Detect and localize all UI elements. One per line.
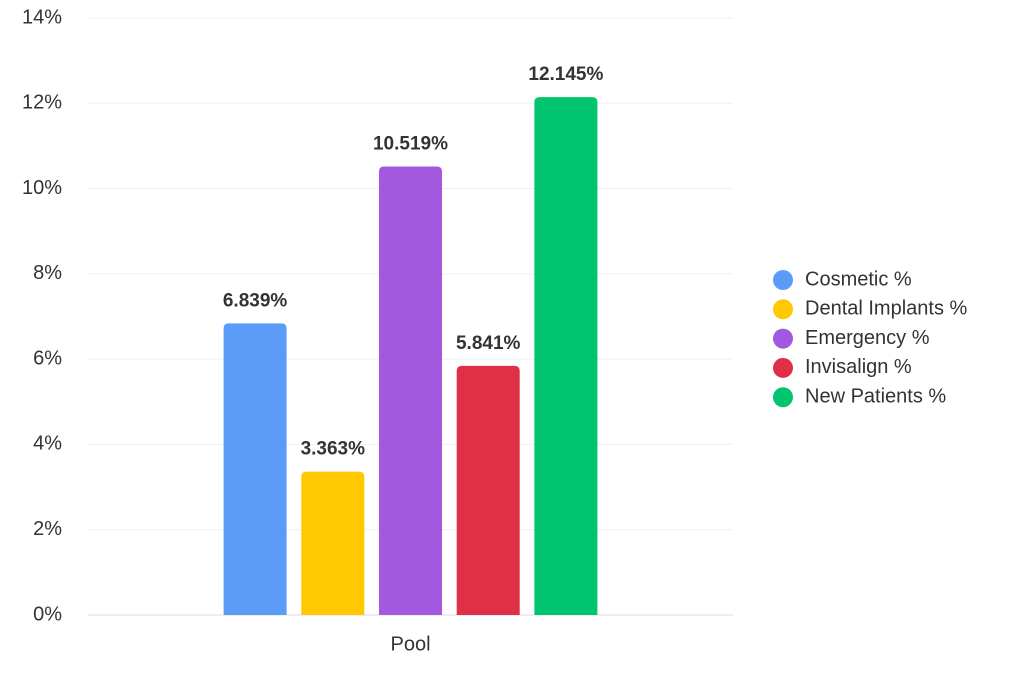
y-tick-label: 10%	[22, 177, 62, 199]
y-tick-label: 14%	[22, 6, 62, 28]
value-label: 12.145%	[528, 64, 603, 85]
legend-label: Cosmetic %	[805, 268, 912, 290]
bar	[456, 365, 520, 615]
y-tick-label: 8%	[33, 262, 62, 284]
y-tick-label: 4%	[33, 433, 62, 455]
x-tick-label: Pool	[390, 633, 430, 655]
legend-marker	[773, 387, 793, 408]
legend-label: Emergency %	[805, 327, 930, 349]
y-tick-label: 0%	[33, 603, 62, 625]
bar	[301, 471, 365, 615]
y-tick-label: 6%	[33, 347, 62, 369]
legend-marker	[773, 328, 793, 349]
y-tick-label: 12%	[22, 92, 62, 114]
y-tick-label: 2%	[33, 518, 62, 540]
bar	[379, 166, 442, 615]
legend-label: New Patients %	[805, 385, 946, 407]
bar	[534, 97, 598, 616]
legend-label: Dental Implants %	[805, 298, 968, 320]
value-label: 10.519%	[373, 133, 448, 154]
legend-marker	[773, 270, 793, 290]
value-label: 5.841%	[456, 333, 521, 354]
value-label: 6.839%	[223, 290, 288, 311]
legend-label: Invisalign %	[805, 356, 912, 378]
legend-marker	[773, 299, 793, 320]
value-label: 3.363%	[301, 439, 366, 460]
bar	[223, 323, 287, 615]
legend-marker	[773, 357, 793, 378]
